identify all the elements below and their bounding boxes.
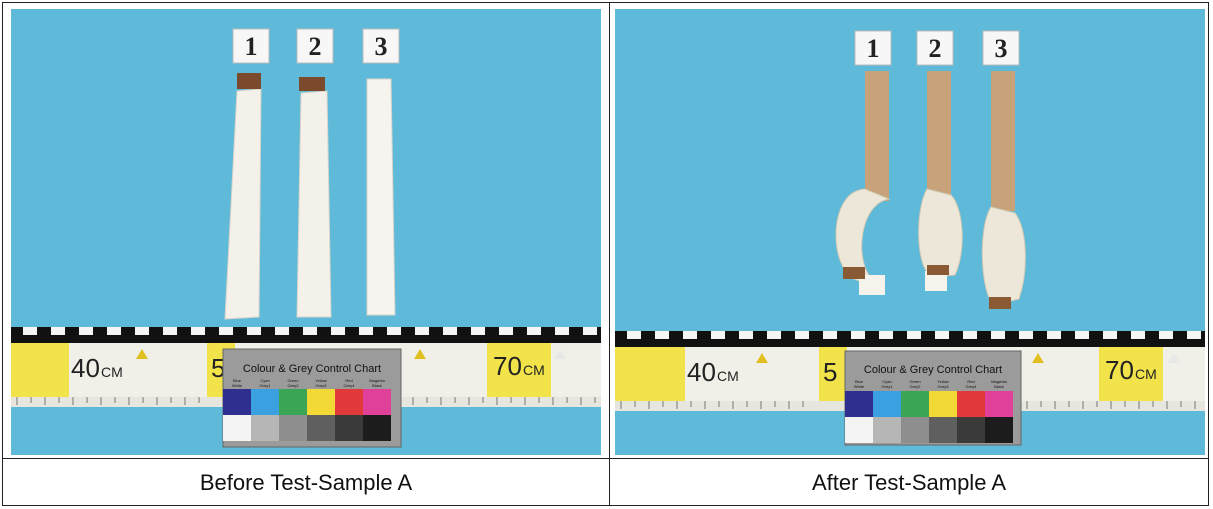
swatch-label: Magenta <box>991 379 1007 384</box>
ruler-unit: CM <box>717 368 739 384</box>
sample-label-2: 2 <box>296 28 334 64</box>
swatch-label: Magenta <box>369 378 385 383</box>
swatch-label: White <box>854 384 865 389</box>
sample-label-text: 2 <box>929 34 942 63</box>
ruler-unit: CM <box>1135 366 1157 382</box>
caption-after: After Test-Sample A <box>811 469 1006 495</box>
swatch-label: White <box>232 383 243 388</box>
sample-strip-3 <box>366 78 396 316</box>
swatch-label: Grey1 <box>260 383 272 388</box>
sample-label-1: 1 <box>854 30 892 66</box>
sample-label-1: 1 <box>232 28 270 64</box>
swatch-label: Cyan <box>260 378 269 383</box>
ruler-unit: CM <box>101 364 123 380</box>
swatch-label: Black <box>372 383 382 388</box>
sample-strip-3 <box>981 71 1026 309</box>
swatch-label: Green <box>909 379 920 384</box>
swatch-label: Red <box>345 378 352 383</box>
swatch-label: Grey2 <box>288 383 300 388</box>
swatch-label: Grey1 <box>882 384 894 389</box>
ruler-mark-70: 70 <box>493 351 522 381</box>
ruler-unit: CM <box>523 362 545 378</box>
chart-title: Colour & Grey Control Chart <box>864 364 1002 376</box>
chart-title: Colour & Grey Control Chart <box>243 363 381 375</box>
swatch-label: Grey4 <box>966 384 978 389</box>
swatch-label: Yellow <box>315 378 327 383</box>
sample-label-3: 3 <box>362 28 400 64</box>
ruler-mark-50: 5 <box>823 357 837 387</box>
ruler-mark-40: 40 <box>71 353 100 383</box>
sample-strip-2 <box>918 71 963 291</box>
sample-label-text: 1 <box>245 32 258 61</box>
colour-control-chart: Colour & Grey Control Chart Blue Cyan Gr… <box>222 348 402 448</box>
row-divider <box>3 458 1208 459</box>
sample-strip-1 <box>224 73 262 320</box>
swatch-label: Yellow <box>937 379 949 384</box>
ruler-mark-70: 70 <box>1105 355 1134 385</box>
sample-label-text: 3 <box>995 34 1008 63</box>
swatch-label: Blue <box>233 378 242 383</box>
swatch-label: Grey2 <box>910 384 922 389</box>
swatch-label: Blue <box>855 379 864 384</box>
swatch-label: Grey3 <box>316 383 328 388</box>
sample-label-2: 2 <box>916 30 954 66</box>
sample-label-text: 3 <box>375 32 388 61</box>
swatch-label: Grey3 <box>938 384 950 389</box>
sample-label-text: 1 <box>867 34 880 63</box>
swatch-label: Black <box>994 384 1004 389</box>
swatch-label: Green <box>287 378 298 383</box>
swatch-label: Red <box>967 379 974 384</box>
before-test-photo: 1 2 3 <box>11 9 601 455</box>
swatch-label: Grey4 <box>344 383 356 388</box>
after-test-photo: 1 2 3 <box>615 9 1205 455</box>
colour-control-chart: Colour & Grey Control Chart Blue Cyan Gr… <box>844 350 1022 446</box>
sample-strip-2 <box>296 77 332 318</box>
sample-label-3: 3 <box>982 30 1020 66</box>
swatch-label: Cyan <box>882 379 891 384</box>
ruler-mark-40: 40 <box>687 357 716 387</box>
caption-before: Before Test-Sample A <box>199 469 413 495</box>
ruler-mark-50: 5 <box>211 353 225 383</box>
sample-label-text: 2 <box>309 32 322 61</box>
sample-strip-1 <box>835 71 891 295</box>
column-divider <box>609 3 610 505</box>
